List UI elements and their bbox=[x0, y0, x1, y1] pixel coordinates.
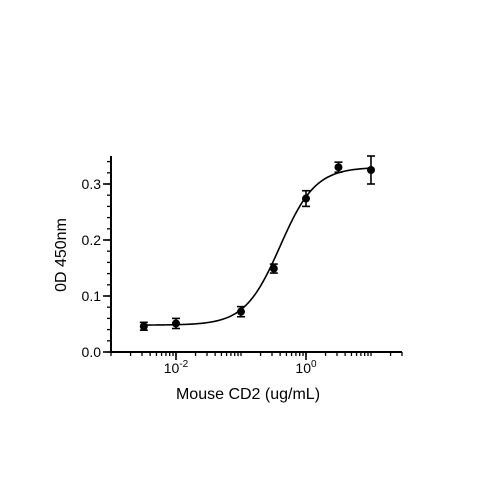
data-point bbox=[366, 166, 375, 174]
fit-curve bbox=[143, 167, 372, 326]
data-point bbox=[334, 163, 343, 172]
y-tick-label: 0.3 bbox=[82, 176, 102, 192]
x-axis-ticks: 10-2 100 bbox=[110, 352, 403, 376]
data-point bbox=[269, 264, 278, 273]
x-axis-title: Mouse CD2 (ug/mL) bbox=[176, 386, 320, 403]
data-point bbox=[301, 194, 310, 203]
data-points bbox=[139, 155, 375, 331]
data-point-group bbox=[366, 155, 375, 185]
x-tick-label: 10-2 bbox=[164, 359, 189, 376]
y-tick-label: 0.1 bbox=[82, 288, 102, 304]
data-point-group bbox=[269, 263, 278, 274]
data-point bbox=[236, 307, 245, 316]
data-point-group bbox=[236, 305, 245, 318]
data-point-group bbox=[171, 317, 180, 330]
data-point-group bbox=[301, 189, 310, 208]
x-tick-label: 100 bbox=[295, 359, 317, 376]
y-axis-title: 0D 450nm bbox=[53, 218, 70, 292]
y-axis-ticks: 0.0 0.1 0.2 0.3 bbox=[82, 176, 111, 360]
data-point bbox=[139, 322, 148, 331]
data-point-group bbox=[139, 321, 148, 331]
y-tick-label: 0.0 bbox=[82, 344, 102, 360]
data-point bbox=[171, 319, 180, 328]
y-tick-label: 0.2 bbox=[82, 232, 102, 248]
data-point-group bbox=[334, 161, 343, 174]
